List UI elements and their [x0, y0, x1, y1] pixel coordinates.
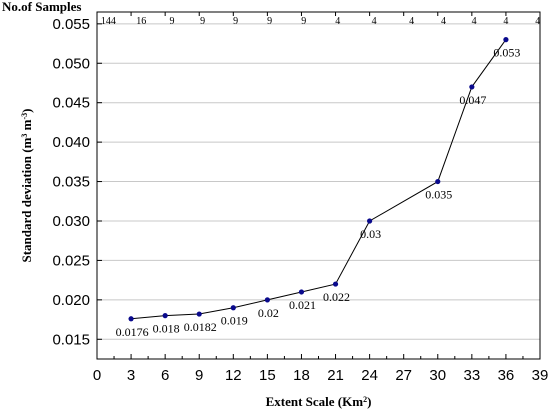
- x-tick-label: 39: [532, 367, 549, 384]
- data-label: 0.019: [221, 314, 248, 328]
- y-tick-label: 0.050: [52, 55, 90, 72]
- data-label: 0.021: [289, 298, 316, 312]
- data-point: [298, 289, 305, 295]
- sample-count-labels: 144 16 9 9 9 9 9 4 4 4 4 4 4 4: [101, 16, 540, 27]
- x-tick-label: 18: [293, 367, 310, 384]
- sample-count-label: 4: [503, 16, 508, 27]
- y-tick-label: 0.030: [52, 213, 90, 230]
- x-axis-title-suffix: ): [367, 394, 371, 409]
- sample-count-label: 4: [335, 16, 340, 27]
- data-point: [196, 311, 202, 317]
- y-axis-title-text: m: [19, 119, 34, 133]
- y-tick-label: 0.015: [52, 331, 90, 348]
- data-label: 0.018: [153, 322, 180, 336]
- data-point: [469, 84, 475, 90]
- x-tick-label: 12: [225, 367, 242, 384]
- sample-count-label: 9: [200, 16, 205, 27]
- x-tick-label: 27: [395, 367, 412, 384]
- data-point: [230, 305, 236, 311]
- y-axis-title-text: ): [19, 108, 34, 112]
- sample-count-label: 4: [441, 16, 446, 27]
- y-tick-label: 0.035: [52, 174, 90, 191]
- x-tick-label: 0: [93, 367, 101, 384]
- y-tick-label: 0.020: [52, 292, 90, 309]
- x-tick-label: 36: [498, 367, 515, 384]
- x-tick-label: 3: [127, 367, 135, 384]
- y-tick-label: 0.025: [52, 252, 90, 269]
- data-point: [435, 178, 441, 185]
- x-tick-label: 30: [429, 367, 446, 384]
- x-tick-label: 6: [161, 367, 169, 384]
- data-label: 0.053: [493, 46, 520, 60]
- data-series: 0.0176 0.018 0.0182 0.019 0.02 0.021 0.022 0.03…: [116, 37, 520, 339]
- sample-count-label: 4: [472, 16, 477, 27]
- x-tick-label: 21: [327, 367, 344, 384]
- y-tick-label: 0.040: [52, 134, 90, 151]
- data-label: 0.0176: [116, 325, 149, 339]
- x-axis-title-text: Extent Scale (Km: [266, 394, 364, 409]
- x-axis: 0 3 6 9 12 15 18 21 24 27 30 33 36 39: [93, 12, 549, 384]
- data-label: 0.022: [323, 290, 350, 304]
- sample-count-label: 4: [409, 16, 414, 27]
- y-tick-label: 0.045: [52, 95, 90, 112]
- x-tick-label: 33: [464, 367, 481, 384]
- sample-count-label: 4: [535, 16, 540, 27]
- x-tick-label: 9: [195, 367, 203, 384]
- sample-count-label: 9: [267, 16, 272, 27]
- data-point: [503, 37, 509, 43]
- y-axis-title: Standard deviation (m3 m-3): [19, 108, 34, 262]
- data-point: [162, 313, 168, 319]
- data-point: [128, 316, 134, 322]
- y-axis: 0.015 0.020 0.025 0.030 0.035 0.040 0.045 0.050…: [52, 16, 102, 348]
- series-line: [131, 39, 507, 320]
- plot-frame: [96, 11, 541, 360]
- y-tick-label: 0.055: [52, 16, 90, 33]
- data-point: [264, 297, 270, 303]
- sample-count-label: 16: [136, 16, 146, 27]
- data-label: 0.02: [258, 306, 279, 320]
- data-point: [332, 281, 339, 287]
- y-axis-title-superscript: 3: [20, 134, 29, 138]
- x-tick-label: 24: [361, 367, 378, 384]
- x-axis-title-superscript: 2: [363, 395, 367, 404]
- data-label: 0.035: [425, 188, 452, 202]
- y-axis-title-superscript: -3: [20, 113, 29, 120]
- top-title: No.of Samples: [2, 0, 81, 14]
- sample-count-label: 9: [169, 16, 174, 27]
- sample-count-label: 4: [372, 16, 377, 27]
- x-tick-label: 15: [259, 367, 276, 384]
- gridlines: [97, 23, 540, 340]
- data-label: 0.03: [360, 227, 381, 241]
- data-label: 0.0182: [184, 320, 217, 334]
- sample-count-label: 9: [301, 16, 306, 27]
- data-point: [367, 218, 373, 224]
- y-axis-title-text: Standard deviation (m: [19, 137, 34, 262]
- sample-count-label: 144: [101, 16, 116, 27]
- data-label: 0.047: [459, 93, 486, 107]
- x-axis-title: Extent Scale (Km2): [266, 394, 372, 409]
- sample-count-label: 9: [233, 16, 238, 27]
